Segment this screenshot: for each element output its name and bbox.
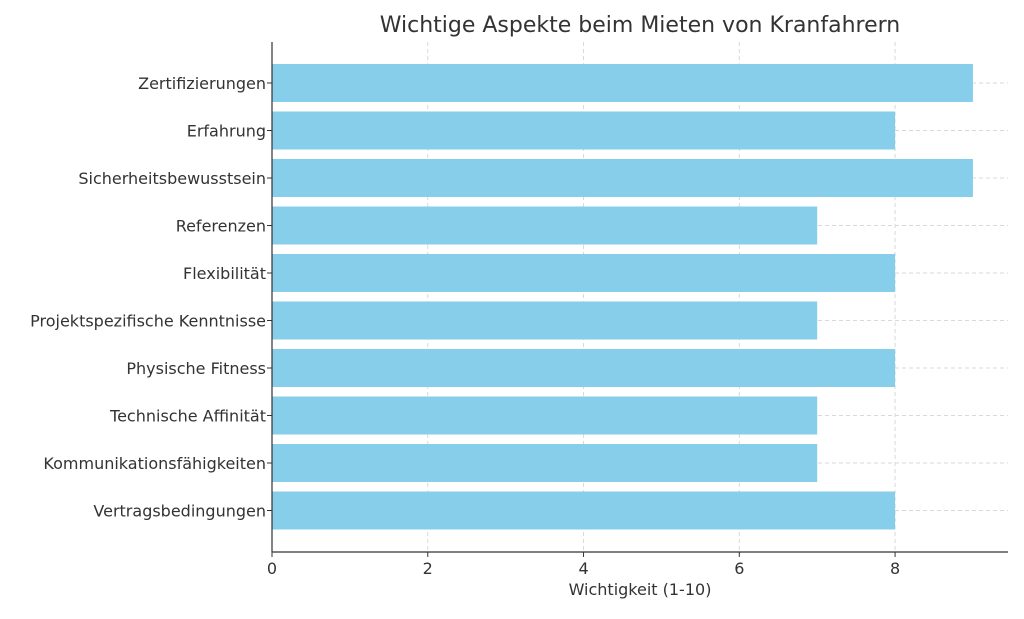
chart-title: Wichtige Aspekte beim Mieten von Kranfah… xyxy=(380,13,901,38)
x-tick-label: 8 xyxy=(890,559,900,578)
category-label: Sicherheitsbewusstsein xyxy=(78,169,266,188)
category-label: Vertragsbedingungen xyxy=(93,502,266,521)
category-label: Projektspezifische Kenntnisse xyxy=(30,312,266,331)
category-label: Referenzen xyxy=(176,217,266,236)
bar xyxy=(272,159,973,197)
category-label: Physische Fitness xyxy=(126,359,266,378)
category-label: Flexibilität xyxy=(183,264,266,283)
category-labels: Zertifizierungen Erfahrung Sicherheitsbewu… xyxy=(30,74,266,521)
bar xyxy=(272,111,896,150)
category-label: Kommunikationsfähigkeiten xyxy=(43,454,266,473)
bar xyxy=(272,491,896,530)
x-tick-labels: 0 2 4 6 8 xyxy=(267,559,900,578)
category-label: Erfahrung xyxy=(187,122,266,141)
x-tick-label: 4 xyxy=(578,559,588,578)
x-tick-label: 6 xyxy=(734,559,744,578)
category-label: Technische Affinität xyxy=(109,407,266,426)
bar xyxy=(272,254,896,292)
x-tick-label: 2 xyxy=(423,559,433,578)
bars xyxy=(272,64,973,530)
bar xyxy=(272,206,818,245)
x-tick-label: 0 xyxy=(267,559,277,578)
bar xyxy=(272,396,818,435)
bar xyxy=(272,64,973,102)
bar xyxy=(272,444,818,482)
axes xyxy=(267,42,1008,557)
category-label: Zertifizierungen xyxy=(138,74,266,93)
x-axis-label: Wichtigkeit (1-10) xyxy=(569,580,712,599)
bar xyxy=(272,301,818,340)
bar xyxy=(272,349,896,387)
